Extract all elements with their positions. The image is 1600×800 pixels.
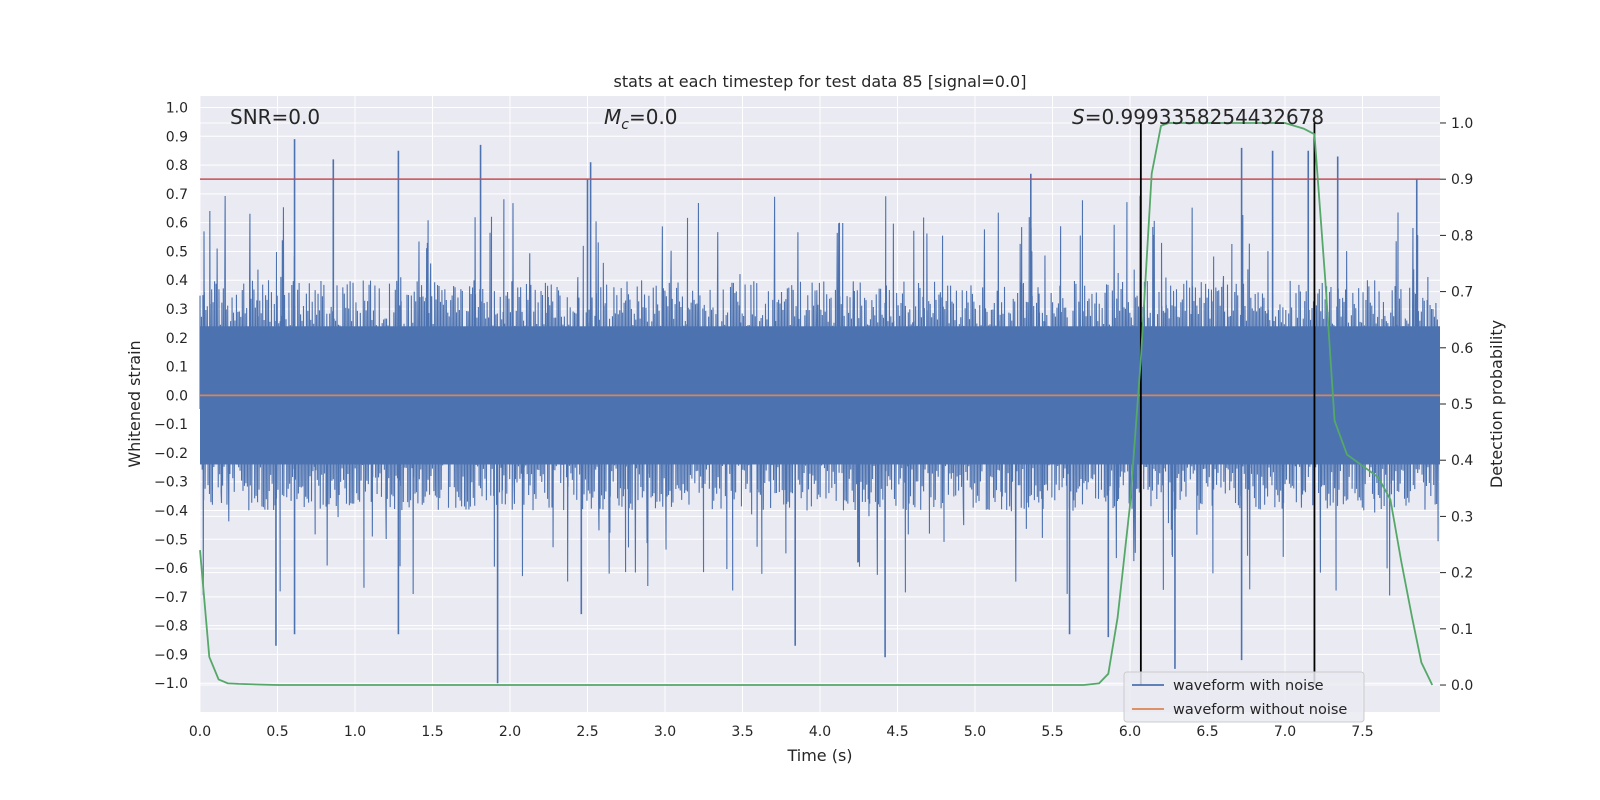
x-tick-label: 2.5: [576, 724, 598, 740]
y-tick-label: 0.3: [166, 302, 188, 318]
y-axis-label: Whitened strain: [125, 340, 144, 467]
y-tick-label: 0.6: [166, 216, 188, 232]
x-tick-label: 3.5: [731, 724, 753, 740]
y-tick-label: 0.7: [166, 187, 188, 203]
x-tick-label: 3.0: [654, 724, 676, 740]
y2-axis-label: Detection probability: [1487, 320, 1506, 488]
x-tick-label: 2.0: [499, 724, 521, 740]
y2-tick-label: 0.9: [1451, 172, 1473, 188]
score-annotation: S=0.9993358254432678: [1072, 105, 1324, 129]
y-tick-label: 0.2: [166, 331, 188, 347]
x-tick-label: 0.0: [189, 724, 211, 740]
y-tick-label: 0.0: [166, 388, 188, 404]
y-tick-label: −0.8: [154, 619, 188, 635]
legend-label-noise: waveform with noise: [1173, 678, 1324, 694]
y-tick-label: −0.7: [154, 590, 188, 606]
x-tick-label: 4.0: [809, 724, 831, 740]
y-tick-label: 0.5: [166, 244, 188, 260]
overlay-layer: [199, 122, 1440, 686]
chirp-mass-value: =0.0: [629, 105, 678, 129]
score-value: =0.9993358254432678: [1085, 105, 1324, 129]
x-tick-label: 7.0: [1274, 724, 1296, 740]
chart-title: stats at each timestep for test data 85 …: [614, 72, 1027, 91]
y2-tick-label: 0.1: [1451, 622, 1473, 638]
y-tick-label: −0.9: [154, 647, 188, 663]
legend: waveform with noise waveform without noi…: [1123, 671, 1365, 723]
x-tick-label: 7.5: [1351, 724, 1373, 740]
x-tick-label: 0.5: [266, 724, 288, 740]
y2-tick-label: 0.4: [1451, 453, 1473, 469]
y-tick-label: −0.4: [154, 504, 188, 520]
y-tick-label: 1.0: [166, 101, 188, 117]
legend-box: [1123, 671, 1365, 723]
x-axis-label: Time (s): [786, 746, 852, 765]
score-symbol: S: [1072, 105, 1085, 129]
chirp-mass-subscript: c: [621, 117, 629, 133]
y2-tick-label: 0.0: [1451, 678, 1473, 694]
y2-tick-label: 1.0: [1451, 116, 1473, 132]
snr-annotation: SNR=0.0: [230, 105, 320, 129]
y2-tick-label: 0.6: [1451, 341, 1473, 357]
ticks-layer: 0.0 0.5 1.0 1.5 2.0 2.5 3.0 3.5 4.0 4.5 5.0 5.5 6.0 6…: [154, 101, 1473, 740]
y-tick-label: 0.9: [166, 129, 188, 145]
y-tick-label: 0.4: [166, 273, 188, 289]
x-tick-label: 1.5: [421, 724, 443, 740]
x-tick-label: 6.5: [1196, 724, 1218, 740]
y-tick-label: −1.0: [154, 676, 188, 692]
y-tick-label: −0.1: [154, 417, 188, 433]
x-tick-label: 5.5: [1041, 724, 1063, 740]
y-tick-label: −0.6: [154, 561, 188, 577]
y2-tick-label: 0.8: [1451, 228, 1473, 244]
y-tick-label: 0.8: [166, 158, 188, 174]
y2-tick-label: 0.5: [1451, 397, 1473, 413]
x-tick-label: 1.0: [344, 724, 366, 740]
chirp-mass-symbol: M: [604, 105, 621, 129]
chirp-mass-annotation: Mc=0.0: [604, 105, 678, 133]
y-tick-label: −0.5: [154, 532, 188, 548]
detection-probability-line: [199, 122, 1434, 686]
y2-tick-label: 0.2: [1451, 566, 1473, 582]
y-tick-label: 0.1: [166, 360, 188, 376]
legend-label-clean: waveform without noise: [1173, 702, 1347, 718]
y2-tick-label: 0.7: [1451, 285, 1473, 301]
y-tick-label: −0.2: [154, 446, 188, 462]
x-tick-label: 5.0: [964, 724, 986, 740]
y2-tick-label: 0.3: [1451, 509, 1473, 525]
y-tick-label: −0.3: [154, 475, 188, 491]
x-tick-label: 4.5: [886, 724, 908, 740]
x-tick-label: 6.0: [1119, 724, 1141, 740]
